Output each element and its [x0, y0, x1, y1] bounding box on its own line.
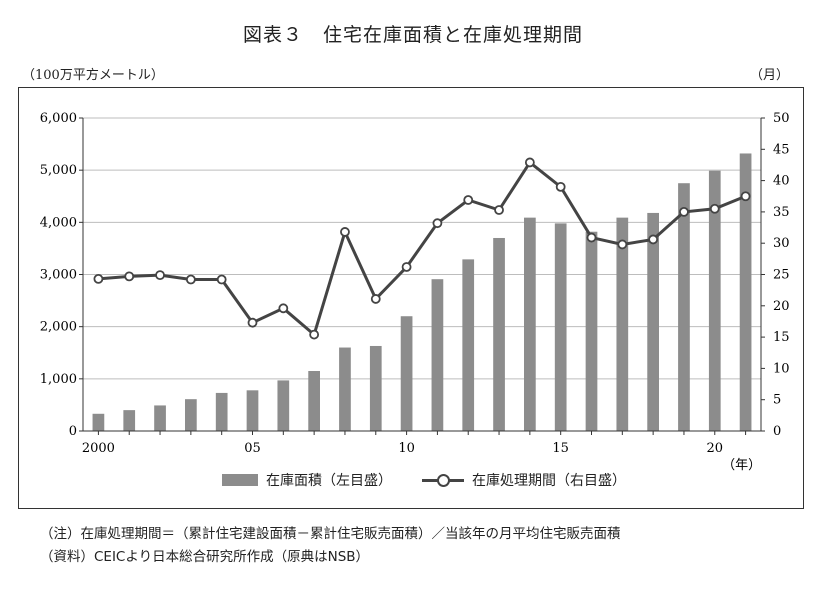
bar [462, 259, 475, 431]
y-right-tick-label: 0 [773, 424, 781, 439]
axes [79, 117, 765, 435]
x-tick-label: 20 [706, 441, 723, 456]
x-tick-label: 2000 [82, 441, 115, 456]
footnote: （注）在庫処理期間＝（累計住宅建設面積－累計住宅販売面積）／当該年の月平均住宅販… [40, 526, 621, 542]
y-right-tick-label: 40 [773, 174, 790, 189]
legend: 在庫面積（左目盛） 在庫処理期間（右目盛） [222, 470, 626, 490]
source-note: （資料）CEICより日本総合研究所作成（原典はNSB） [40, 549, 370, 565]
legend-bar-swatch [222, 474, 258, 486]
x-tick-label: 15 [552, 441, 569, 456]
bar [308, 371, 320, 431]
line-point [401, 262, 412, 272]
bar [369, 345, 382, 431]
bar [554, 223, 567, 431]
bar [246, 390, 259, 431]
line-point [124, 271, 135, 282]
line-point [709, 203, 720, 214]
bar [277, 380, 290, 431]
chart-plot: 01,0002,0003,0004,0005,0006,000051015202… [40, 111, 790, 473]
line-point [494, 205, 504, 215]
tick-labels: 01,0002,0003,0004,0005,0006,000051015202… [40, 111, 790, 473]
bar [678, 183, 690, 431]
line-point [247, 317, 258, 328]
bar [185, 399, 197, 431]
y-left-tick-label: 5,000 [40, 163, 77, 178]
y-left-tick-label: 1,000 [40, 372, 77, 387]
bar [154, 405, 166, 431]
y-right-tick-label: 35 [773, 205, 790, 220]
chart-title: 図表３ 住宅在庫面積と在庫処理期間 [242, 24, 583, 46]
line-series [93, 157, 751, 340]
y-right-tick-label: 50 [773, 111, 790, 126]
legend-line-label: 在庫処理期間（右目盛） [472, 473, 626, 489]
line-point [740, 191, 751, 202]
y-right-tick-label: 30 [773, 236, 790, 251]
bar [339, 347, 351, 431]
bar [647, 212, 659, 431]
line-point [617, 239, 628, 250]
y-right-tick-label: 15 [773, 330, 790, 345]
series-line [98, 160, 747, 338]
line-point [463, 195, 474, 205]
line-point [340, 227, 350, 237]
line-point [555, 181, 566, 192]
line-point [309, 329, 320, 340]
right-axis-unit: （月） [750, 68, 790, 83]
y-right-tick-label: 45 [773, 142, 790, 157]
line-point [155, 270, 165, 281]
legend-line-swatch [422, 473, 464, 487]
y-left-tick-label: 0 [69, 424, 77, 439]
y-right-tick-label: 25 [773, 268, 790, 283]
line-point [648, 234, 659, 245]
left-axis-unit: （100万平方メートル） [22, 68, 164, 83]
line-point [278, 303, 289, 314]
x-axis-unit: （年） [722, 458, 761, 473]
bar [215, 392, 228, 431]
line-point [93, 273, 104, 284]
x-tick-label: 05 [244, 441, 261, 456]
line-point [679, 207, 689, 217]
bar [431, 279, 444, 431]
y-left-tick-label: 4,000 [40, 215, 77, 230]
line-point [524, 157, 535, 168]
bar-series [92, 153, 752, 431]
line-point [216, 274, 227, 285]
y-left-tick-label: 3,000 [40, 268, 77, 283]
y-left-tick-label: 6,000 [40, 111, 77, 126]
y-right-tick-label: 5 [773, 393, 781, 408]
legend-bar-label: 在庫面積（左目盛） [266, 473, 392, 489]
x-tick-label: 10 [398, 441, 415, 456]
bar [616, 217, 629, 431]
line-point [586, 232, 597, 243]
line-point [432, 218, 443, 229]
bar [708, 170, 721, 431]
chart-frame: 0 1,000 2,000 3,000 4,000 5,000 6,000 0 5 10 15 20 2… [18, 87, 804, 509]
y-right-tick-label: 20 [773, 299, 790, 314]
bar [739, 153, 752, 431]
bar [123, 410, 136, 431]
bar [493, 237, 505, 431]
bar [92, 413, 105, 431]
y-left-tick-label: 2,000 [40, 320, 77, 335]
bar [524, 217, 536, 431]
y-right-tick-label: 10 [773, 361, 790, 376]
gridlines [83, 117, 761, 380]
bar [400, 316, 413, 431]
line-point [185, 274, 196, 285]
line-point [370, 294, 381, 304]
bar [585, 231, 598, 431]
